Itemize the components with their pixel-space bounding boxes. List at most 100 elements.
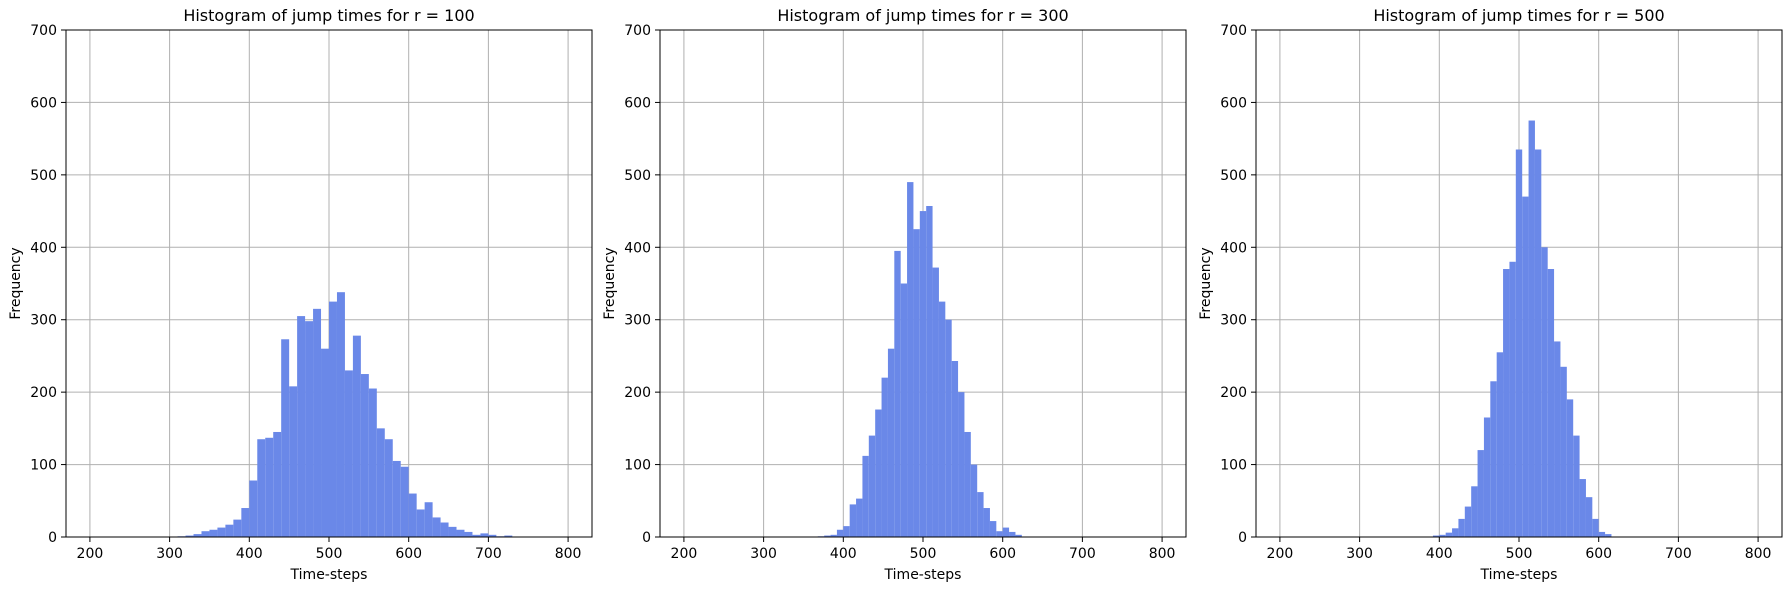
histogram-bar [1483, 417, 1491, 537]
x-axis-label: Time-steps [1480, 567, 1558, 583]
y-tick-label: 700 [624, 23, 651, 39]
histogram-bar [900, 283, 908, 537]
histogram-panel-2: 200 300 400 500 600 700 800 0 100 200 300 400 500 600… [602, 6, 1187, 583]
histogram-bar [1585, 497, 1593, 537]
histogram-bar [843, 526, 850, 537]
histogram-bar [996, 531, 1003, 537]
y-axis-label: Frequency [8, 247, 24, 319]
histogram-bar [1458, 518, 1465, 537]
y-tick-label: 500 [30, 168, 57, 184]
histogram-bar [297, 316, 306, 537]
histogram-bar [289, 386, 298, 537]
histogram-bar [480, 533, 489, 537]
histogram-bar [209, 529, 218, 537]
x-axis-label: Time-steps [290, 567, 368, 583]
histogram-bar [336, 292, 345, 537]
x-tick-label: 800 [1149, 546, 1176, 562]
x-tick-label: 700 [475, 546, 502, 562]
chart-title: Histogram of jump times for r = 100 [183, 6, 474, 25]
y-axis-label: Frequency [1198, 247, 1214, 319]
y-tick-label: 700 [1220, 23, 1247, 39]
y-tick-label: 100 [624, 458, 651, 474]
x-tick-label: 700 [1665, 546, 1692, 562]
x-tick-label: 600 [395, 546, 422, 562]
histogram-bar [1534, 149, 1542, 537]
histogram-bar [265, 437, 274, 537]
histogram-bar [1452, 528, 1459, 537]
histogram-bar [233, 519, 242, 537]
histogram-bar [970, 464, 978, 537]
histogram-bar [1002, 527, 1010, 537]
x-tick-label: 400 [830, 546, 857, 562]
histogram-bar [894, 250, 901, 537]
y-tick-label: 0 [48, 530, 57, 546]
histogram-bar [1490, 381, 1497, 537]
x-tick-label: 800 [1745, 546, 1772, 562]
histogram-bar [344, 370, 353, 537]
x-tick-label: 300 [750, 546, 777, 562]
chart-title: Histogram of jump times for r = 300 [777, 6, 1068, 25]
x-tick-label: 500 [1506, 546, 1533, 562]
x-tick-label: 300 [156, 546, 183, 562]
y-tick-label: 200 [1220, 385, 1247, 401]
y-axis-label: Frequency [602, 247, 618, 319]
histogram-bar [938, 301, 946, 537]
histogram-bar [185, 535, 194, 537]
histogram-bar [448, 526, 457, 537]
histogram-bar [1515, 149, 1523, 537]
histogram-bar [932, 267, 939, 537]
histogram-bar [249, 480, 258, 537]
histogram-bar [881, 377, 888, 537]
y-tick-label: 0 [1238, 530, 1247, 546]
histogram-bar [1009, 531, 1016, 537]
histogram-bar [384, 439, 393, 537]
histogram-bar [504, 535, 513, 537]
histogram-bar [1509, 261, 1516, 537]
y-tick-label: 500 [1220, 168, 1247, 184]
histogram-bar [1579, 479, 1586, 537]
x-tick-label: 600 [1585, 546, 1612, 562]
y-tick-label: 600 [624, 95, 651, 111]
histogram-bar [321, 348, 329, 537]
histogram-bar [1439, 534, 1446, 537]
histogram-bar [416, 509, 425, 537]
x-tick-label: 200 [671, 546, 698, 562]
histogram-bar [1528, 120, 1535, 538]
histogram-bar [360, 374, 369, 537]
y-tick-label: 300 [30, 313, 57, 329]
histogram-bar [432, 517, 441, 537]
histogram-bar [488, 534, 497, 537]
y-tick-label: 100 [1220, 458, 1247, 474]
x-axis-label: Time-steps [884, 567, 962, 583]
histogram-bar [392, 460, 401, 537]
y-tick-label: 400 [624, 240, 651, 256]
histogram-bar [1592, 518, 1599, 537]
x-tick-label: 500 [316, 546, 343, 562]
histogram-bar [1432, 535, 1440, 537]
y-tick-label: 100 [30, 458, 57, 474]
x-tick-label: 400 [236, 546, 263, 562]
x-tick-label: 600 [989, 546, 1016, 562]
histogram-bar [193, 534, 202, 537]
histogram-bar [1522, 196, 1529, 538]
histogram-bar [368, 388, 377, 537]
histogram-bar [1503, 269, 1510, 537]
histogram-bar [951, 360, 959, 537]
histogram-bar [926, 206, 933, 537]
y-tick-label: 400 [30, 240, 57, 256]
histogram-bar [836, 529, 844, 537]
histogram-bar [313, 308, 322, 537]
x-tick-label: 800 [555, 546, 582, 562]
histogram-bar [464, 531, 473, 537]
histogram-panel-1: 200 300 400 500 600 700 800 0 100 200 300 400 500 600… [8, 6, 593, 583]
y-tick-label: 600 [30, 95, 57, 111]
histogram-bar [472, 534, 481, 537]
histogram-bar [456, 529, 465, 537]
x-tick-label: 400 [1426, 546, 1453, 562]
histogram-bar [983, 508, 990, 537]
histogram-bar [440, 522, 449, 537]
y-tick-label: 0 [642, 530, 651, 546]
y-tick-label: 200 [30, 385, 57, 401]
histogram-bar [919, 211, 927, 538]
